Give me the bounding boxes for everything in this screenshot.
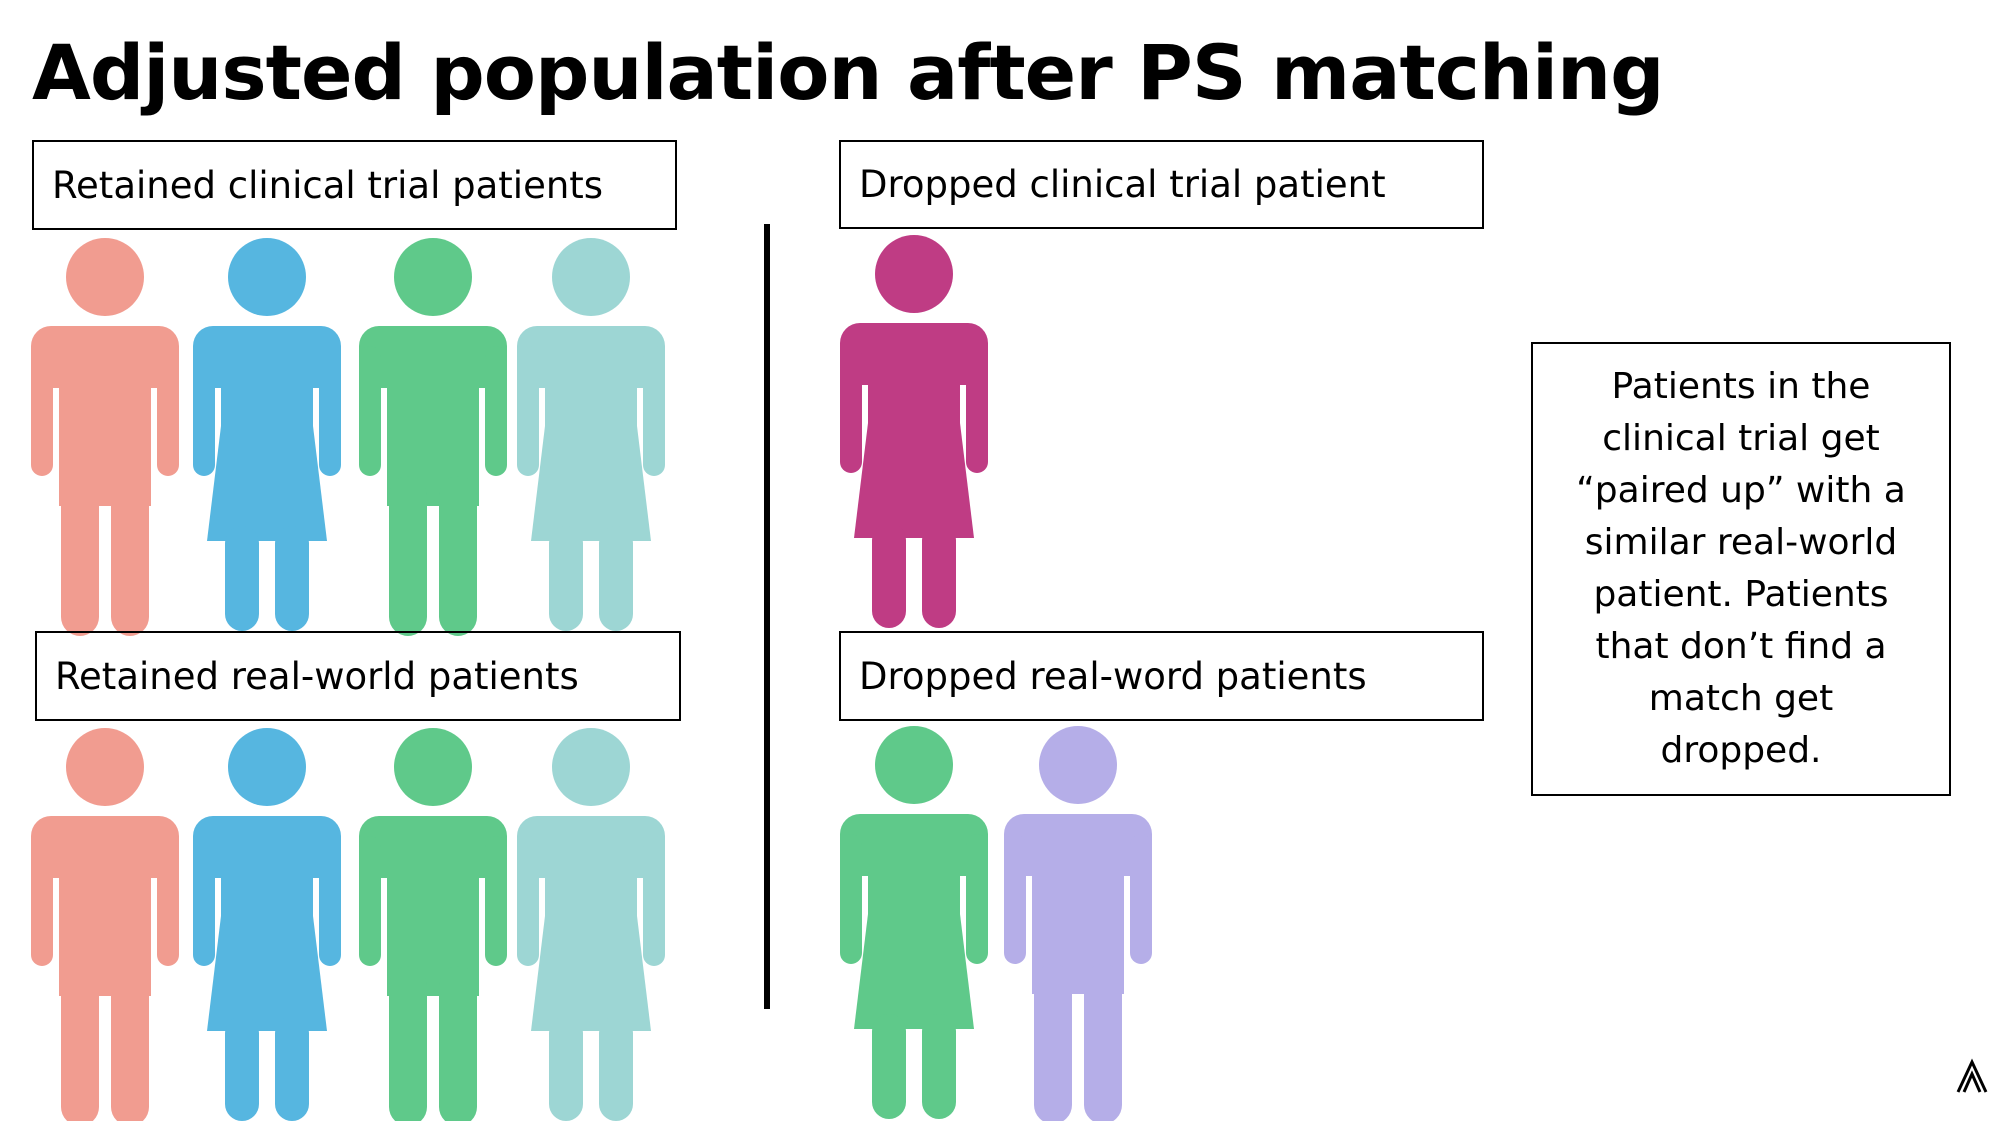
note-line: similar real-world bbox=[1584, 522, 1898, 563]
group-label: Retained clinical trial patients bbox=[32, 140, 677, 230]
note-line: Patients in the bbox=[1611, 366, 1871, 407]
group-label: Retained real-world patients bbox=[35, 631, 681, 721]
note-line: patient. Patients bbox=[1593, 574, 1889, 615]
person-icon bbox=[517, 238, 665, 631]
person-icon bbox=[517, 728, 665, 1121]
note-line: that don’t find a bbox=[1595, 626, 1887, 667]
note-line: clinical trial get bbox=[1602, 418, 1880, 459]
person-icon bbox=[840, 726, 988, 1119]
group-label: Dropped clinical trial patient bbox=[839, 140, 1484, 229]
person-icon bbox=[1004, 726, 1152, 1121]
person-icon bbox=[840, 235, 988, 628]
note-line: match get bbox=[1648, 678, 1834, 719]
logo bbox=[1956, 1058, 1988, 1093]
person-icon bbox=[359, 238, 507, 636]
note-line: dropped. bbox=[1660, 730, 1822, 771]
group-label: Dropped real-word patients bbox=[839, 631, 1484, 721]
person-icon bbox=[193, 728, 341, 1121]
person-icon bbox=[31, 728, 179, 1121]
person-icon bbox=[31, 238, 179, 636]
person-icon bbox=[359, 728, 507, 1121]
person-icon bbox=[193, 238, 341, 631]
note-line: “paired up” with a bbox=[1576, 470, 1906, 511]
title: Adjusted population after PS matching bbox=[32, 28, 1665, 117]
note: Patients in the clinical trial get “paired… bbox=[1531, 342, 1951, 796]
